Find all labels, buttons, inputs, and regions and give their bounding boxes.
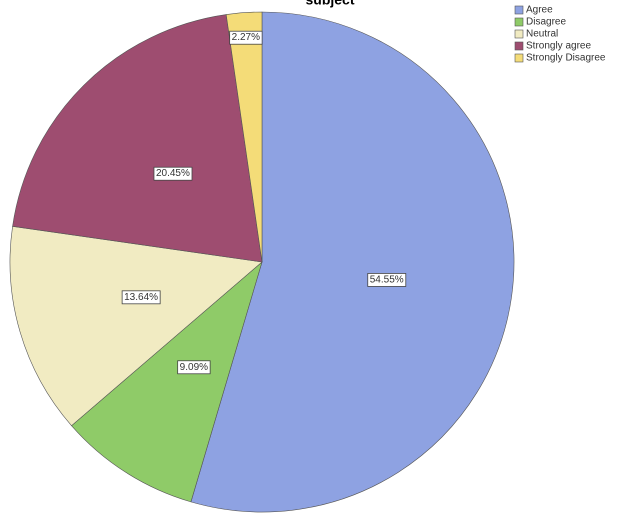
legend-label: Agree <box>526 5 553 16</box>
data-label-text: 54.55% <box>370 274 404 285</box>
pie-slice <box>12 14 263 263</box>
data-label-box <box>121 290 161 305</box>
legend-swatch <box>514 41 524 51</box>
pie-slice <box>71 261 263 503</box>
data-label: 2.27% <box>229 30 263 45</box>
legend-swatch <box>514 53 524 63</box>
data-label-box <box>229 30 263 45</box>
legend-label: Disagree <box>526 17 566 28</box>
data-label-text: 13.64% <box>124 292 158 303</box>
legend-label: Strongly agree <box>526 41 591 52</box>
legend-label: Strongly Disagree <box>526 53 606 64</box>
chart-title: subject <box>305 0 354 8</box>
data-label-box <box>367 273 407 287</box>
legend-swatch <box>514 5 524 15</box>
data-label-box <box>177 360 211 375</box>
data-label: 20.45% <box>153 166 193 181</box>
pie-slice <box>225 11 263 263</box>
data-label: 54.55% <box>367 273 407 287</box>
data-label: 13.64% <box>121 290 161 305</box>
data-label-text: 20.45% <box>156 168 190 179</box>
pie-slice <box>190 11 515 513</box>
data-label-box <box>153 166 193 181</box>
legend-swatch <box>514 29 524 39</box>
legend-label: Neutral <box>526 29 558 40</box>
pie-slice <box>9 225 263 427</box>
data-label: 9.09% <box>177 360 211 375</box>
data-label-text: 9.09% <box>180 362 208 373</box>
data-label-text: 2.27% <box>232 32 260 43</box>
legend-swatch <box>514 17 524 27</box>
